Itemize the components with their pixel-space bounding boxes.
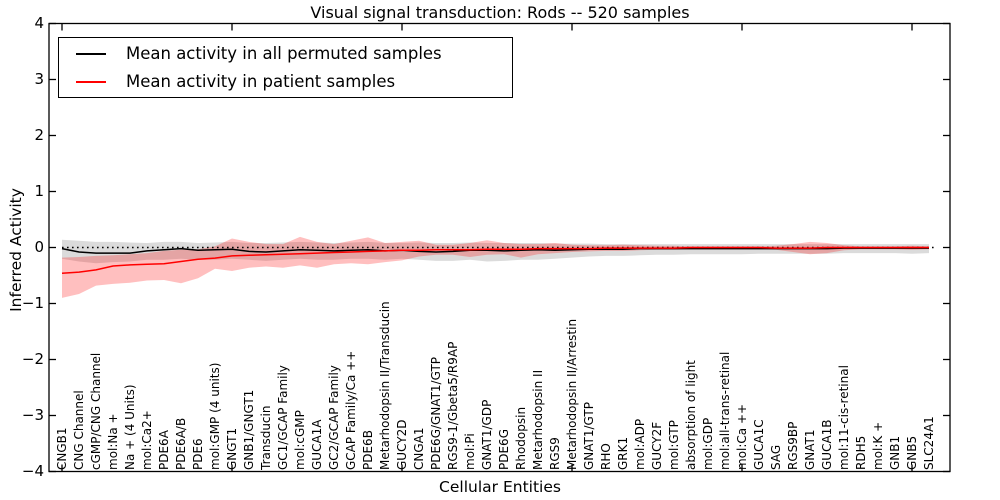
x-entity-label: mol:11-cis-retinal	[836, 365, 851, 470]
x-entity-label: GUCY2F	[649, 421, 664, 470]
x-entity-label: PDE6A	[156, 430, 171, 470]
x-entity-label: PDE6	[190, 438, 205, 470]
x-entity-label: CNG Channel	[71, 390, 86, 470]
x-entity-label: Metarhodopsin II	[530, 369, 545, 470]
y-tick-label: 4	[34, 14, 44, 32]
x-entity-label: GC1/GCAP Family	[275, 365, 290, 470]
y-tick-label: −2	[21, 350, 44, 368]
x-entity-label: CNGA1	[411, 427, 426, 471]
y-tick-label: 1	[34, 182, 44, 200]
legend-label-permuted: Mean activity in all permuted samples	[126, 44, 442, 63]
x-entity-label: CNGB1	[54, 427, 69, 470]
x-entity-label: RGS9	[547, 437, 562, 470]
x-entity-label: RDH5	[853, 435, 868, 470]
x-entity-label: GRK1	[615, 436, 630, 470]
x-entity-label: mol:all-trans-retinal	[717, 351, 732, 470]
x-entity-label: GUCY2D	[394, 419, 409, 470]
x-entity-label: GNB1/GNGT1	[241, 389, 256, 470]
x-entity-label: GUCA1C	[751, 419, 766, 470]
x-entity-label: RGS9-1/Gbeta5/R9AP	[445, 341, 460, 470]
permuted-band	[62, 239, 929, 264]
x-entity-label: GNB5	[904, 435, 919, 470]
x-entity-label: mol:Ca2+	[139, 410, 154, 470]
x-entity-label: PDE6G	[496, 429, 511, 470]
x-entity-label: GNGT1	[224, 427, 239, 470]
x-entity-label: mol:cGMP	[292, 410, 307, 470]
x-entity-label: cGMP/CNG Channel	[88, 352, 103, 470]
x-entity-label: SAG	[768, 444, 783, 470]
legend-label-patient: Mean activity in patient samples	[126, 72, 396, 91]
x-entity-label: Na + (4 Units)	[122, 384, 137, 470]
x-entity-label: GUCA1B	[819, 419, 834, 470]
x-entity-label: mol:Ca ++	[734, 403, 749, 470]
x-entity-label: mol:Pi	[462, 433, 477, 470]
x-entity-label: PDE6A/B	[173, 417, 188, 470]
x-entity-label: PDE6G/GNAT1/GTP	[428, 356, 443, 470]
y-tick-label: −4	[21, 462, 44, 480]
x-entity-label: GNAT1/GDP	[479, 399, 494, 470]
y-tick-label: −1	[21, 294, 44, 312]
x-entity-label: mol:GTP	[666, 420, 681, 470]
y-tick-label: 0	[34, 238, 44, 256]
patient-band	[62, 236, 929, 298]
x-entity-label: mol:GMP (4 units)	[207, 362, 222, 470]
x-entity-label: mol:Na +	[105, 413, 120, 470]
x-entity-label: mol:GDP	[700, 417, 715, 470]
x-entity-label: GCAP Family/Ca ++	[343, 350, 358, 470]
x-entity-label: mol:K +	[870, 421, 885, 470]
x-entity-label: GNB1	[887, 435, 902, 470]
x-entity-label: Rhodopsin	[513, 406, 528, 470]
x-entity-label: SLC24A1	[921, 416, 936, 470]
legend-item-permuted: Mean activity in all permuted samples	[59, 40, 512, 68]
x-entity-label: GNAT1/GTP	[581, 402, 596, 470]
x-entity-label: Metarhodopsin II/Transducin	[377, 301, 392, 470]
x-entity-label: RHO	[598, 443, 613, 470]
x-entity-label: Metarhodopsin II/Arrestin	[564, 318, 579, 470]
legend-item-patient: Mean activity in patient samples	[59, 68, 512, 96]
x-entity-label: GUCA1A	[309, 419, 324, 470]
x-entity-label: RGS9BP	[785, 421, 800, 470]
legend-line-permuted-icon	[76, 53, 106, 55]
y-tick-label: −3	[21, 406, 44, 424]
x-entity-label: absorption of light	[683, 360, 698, 470]
x-entity-label: Transducin	[258, 405, 273, 470]
legend-box: Mean activity in all permuted samples Me…	[58, 37, 513, 98]
y-tick-label: 3	[34, 70, 44, 88]
legend-line-patient-icon	[76, 81, 106, 83]
x-entity-label: GC2/GCAP Family	[326, 365, 341, 470]
x-entity-label: PDE6B	[360, 430, 375, 470]
patient-mean-line	[61, 246, 929, 275]
chart-title: Visual signal transduction: Rods -- 520 …	[310, 3, 690, 22]
x-entity-label: mol:ADP	[632, 418, 647, 470]
x-axis-title: Cellular Entities	[439, 478, 561, 496]
y-tick-label: 2	[34, 126, 44, 144]
x-entity-label: GNAT1	[802, 429, 817, 470]
